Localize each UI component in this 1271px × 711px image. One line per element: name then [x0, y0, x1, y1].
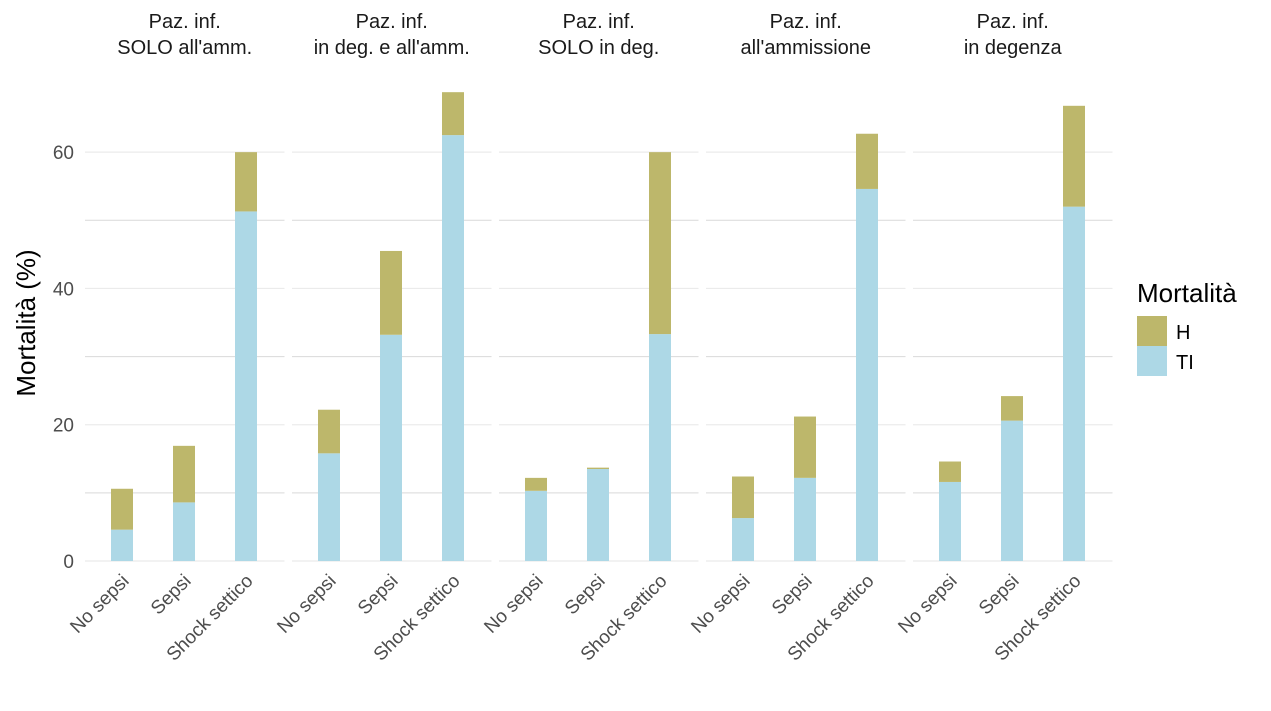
text-layer: 0 20 40 60 Paz. inf. SOLO all'amm. No sepsi Sep… — [53, 11, 1086, 665]
y-tick-label: 20 — [53, 416, 74, 437]
bar-ti — [442, 135, 464, 561]
x-tick-label: No sepsi — [480, 571, 547, 638]
bar-ti — [856, 188, 878, 561]
bar-h — [1001, 396, 1023, 421]
legend-key-h — [1137, 316, 1167, 346]
bar-h — [1063, 105, 1085, 207]
x-tick-label: No sepsi — [894, 571, 961, 638]
facet-title: Paz. inf. in degenza — [964, 11, 1063, 59]
bar-h — [732, 476, 754, 519]
legend-title: Mortalità — [1137, 278, 1237, 308]
legend-key-ti — [1137, 346, 1167, 376]
bar-h — [939, 461, 961, 482]
x-tick-label: Sepsi — [768, 571, 816, 619]
bar-ti — [380, 334, 402, 561]
bar-ti — [173, 502, 195, 561]
facet-title: Paz. inf. SOLO in deg. — [538, 11, 659, 59]
bar-h — [649, 152, 671, 335]
x-tick-label: Sepsi — [354, 571, 402, 619]
x-tick-label: No sepsi — [687, 571, 754, 638]
x-tick-label: Sepsi — [147, 571, 195, 619]
legend: Mortalità H TI — [1137, 278, 1237, 376]
y-tick-label: 40 — [53, 279, 74, 300]
facet-title: Paz. inf. in deg. e all'amm. — [314, 11, 470, 59]
x-tick-label: Sepsi — [561, 571, 609, 619]
legend-label-ti: TI — [1176, 352, 1194, 374]
bar-ti — [649, 334, 671, 561]
x-tick-label: Sepsi — [975, 571, 1023, 619]
bar-ti — [111, 529, 133, 561]
bar-ti — [235, 211, 257, 562]
facet-title: Paz. inf. all'ammissione — [740, 11, 871, 59]
y-axis-title: Mortalità (%) — [11, 249, 41, 396]
bar-ti — [732, 518, 754, 561]
bar-ti — [587, 469, 609, 561]
facet-title: Paz. inf. SOLO all'amm. — [117, 11, 252, 59]
y-tick-label: 60 — [53, 143, 74, 164]
bar-h — [856, 133, 878, 189]
bar-h — [587, 467, 609, 470]
x-tick-label: No sepsi — [273, 571, 340, 638]
legend-label-h: H — [1176, 322, 1190, 344]
bar-h — [794, 416, 816, 478]
bar-ti — [1063, 206, 1085, 561]
y-tick-label: 0 — [63, 552, 74, 573]
bar-h — [173, 445, 195, 503]
bar-h — [380, 250, 402, 335]
bar-h — [111, 488, 133, 530]
bar-ti — [939, 481, 961, 561]
bar-ti — [794, 477, 816, 561]
bars-layer — [111, 92, 1085, 562]
bar-h — [318, 409, 340, 454]
bar-h — [442, 92, 464, 136]
bar-ti — [318, 453, 340, 561]
x-tick-label: No sepsi — [66, 571, 133, 638]
bar-ti — [1001, 420, 1023, 561]
bar-ti — [525, 490, 547, 561]
bar-h — [525, 477, 547, 491]
bar-h — [235, 152, 257, 212]
